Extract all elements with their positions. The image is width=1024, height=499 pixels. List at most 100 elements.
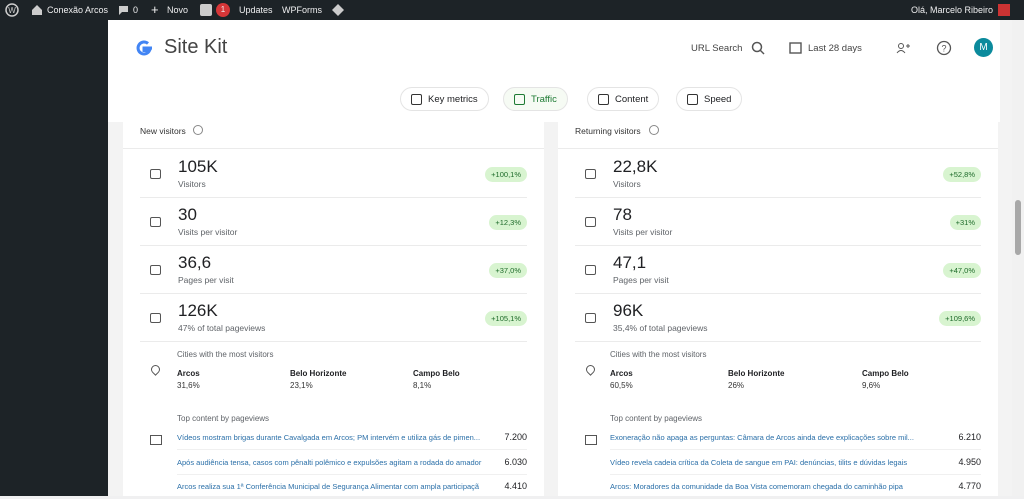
comment-icon (119, 6, 128, 15)
panel: Returning visitors 22,8K Visitors +52,8% 78 V… (558, 122, 998, 499)
location-icon (584, 363, 597, 376)
city-share: 9,6% (862, 381, 881, 390)
metric-row: 126K 47% of total pageviews +105,1% (140, 294, 527, 342)
tab-icon (514, 93, 525, 105)
divider (177, 449, 527, 450)
diamond-icon[interactable] (331, 3, 345, 17)
location-icon (149, 363, 162, 376)
tab[interactable]: Traffic (503, 87, 568, 111)
add-user-icon[interactable] (896, 42, 910, 54)
page-views: 6.210 (958, 432, 981, 442)
greeting[interactable]: Olá, Marcelo Ribeiro (910, 5, 993, 15)
plus-icon: + (151, 2, 159, 17)
metric-icon (150, 265, 161, 275)
wp-logo[interactable]: W (5, 3, 19, 17)
metric-icon (150, 313, 161, 323)
change-badge: +31% (949, 215, 981, 230)
url-search[interactable]: URL Search (691, 43, 743, 54)
info-icon (649, 125, 659, 135)
metric-label: Visitors (178, 179, 206, 189)
page-views: 6.030 (504, 456, 527, 467)
date-range[interactable]: Last 28 days (808, 43, 862, 54)
google-logo (136, 40, 152, 56)
section-title: Top content by pageviews (177, 414, 270, 423)
metric-row: 36,6 Pages per visit +37,0% (140, 246, 527, 294)
admin-bar: W Conexão Arcos 0 + Novo 1 Updates WPFor… (0, 0, 1024, 20)
change-badge: +52,8% (943, 167, 981, 182)
metric-icon (585, 169, 596, 179)
calendar-icon[interactable] (789, 41, 802, 54)
metric-label: Visitors (613, 179, 641, 189)
metric-value: 22,8K (613, 157, 658, 176)
updates-badge: 1 (216, 3, 230, 17)
change-badge: +12,3% (489, 215, 527, 230)
metric-value: 78 (613, 205, 632, 224)
divider (610, 449, 981, 450)
change-badge: +100,1% (485, 167, 527, 182)
page-link[interactable]: Arcos: Moradores da comunidade da Boa Vi… (610, 482, 903, 491)
section-title: Top content by pageviews (610, 414, 703, 423)
page-views: 4.770 (958, 481, 981, 491)
tab-icon (598, 93, 609, 105)
page-link[interactable]: Vídeo revela cadeia crítica da Coleta de… (610, 457, 908, 467)
tab-label[interactable]: Traffic (531, 93, 557, 105)
tab[interactable]: Speed (676, 87, 743, 111)
tab-icon (687, 93, 698, 105)
change-badge: +105,1% (485, 311, 527, 326)
tab-label[interactable]: Content (615, 93, 649, 105)
city-share: 8,1% (413, 381, 432, 390)
metric-value: 105K (178, 157, 218, 176)
metric-icon (585, 313, 596, 323)
page-link[interactable]: Exoneração não apaga as perguntas: Câmar… (610, 433, 914, 442)
section-title: Cities with the most visitors (610, 350, 707, 359)
tab-label[interactable]: Key metrics (428, 93, 478, 105)
page-link[interactable]: Após audiência tensa, casos com pênalti … (177, 457, 482, 467)
tab[interactable]: Key metrics (400, 87, 489, 111)
info-icon (193, 125, 203, 135)
comment-count[interactable]: 0 (133, 5, 139, 15)
metric-value: 30 (178, 205, 197, 224)
divider (610, 473, 981, 475)
change-badge: +109,6% (939, 311, 981, 326)
updates-link[interactable]: Updates (239, 5, 273, 15)
metric-value: 126K (178, 301, 218, 320)
metric-icon (585, 265, 596, 275)
yoast-icon[interactable] (200, 4, 212, 16)
city-name: Belo Horizonte (290, 369, 347, 378)
metric-label: Visits per visitor (178, 227, 238, 237)
help-icon[interactable]: ? (936, 40, 952, 56)
page-link[interactable]: Arcos realiza sua 1ª Conferência Municip… (177, 482, 480, 491)
metric-row: 78 Visits per visitor +31% (575, 198, 981, 246)
metric-label: 47% of total pageviews (178, 323, 266, 333)
city-share: 60,5% (610, 381, 633, 390)
logo-text: Site Kit (164, 36, 228, 58)
metric-icon (150, 217, 161, 227)
city-name: Belo Horizonte (728, 369, 785, 378)
panel-title: Returning visitors (575, 126, 641, 136)
divider (123, 148, 544, 149)
change-badge: +37,0% (489, 263, 527, 278)
wp-sidebar (0, 20, 108, 496)
city-name: Campo Belo (413, 369, 460, 378)
search-icon[interactable] (751, 41, 765, 55)
tab-label[interactable]: Speed (704, 93, 732, 105)
new-link[interactable]: Novo (167, 5, 189, 15)
page-link[interactable]: Vídeos mostram brigas durante Cavalgada … (177, 433, 481, 442)
pages-icon (585, 435, 597, 445)
metric-value: 96K (613, 301, 644, 320)
city-name: Campo Belo (862, 369, 909, 378)
svg-text:W: W (8, 6, 16, 15)
wpforms-link[interactable]: WPForms (282, 5, 322, 15)
user-avatar[interactable] (998, 4, 1010, 16)
scrollbar (1012, 20, 1024, 496)
city-name: Arcos (177, 369, 200, 378)
tab-icon (411, 93, 422, 105)
metric-value: 47,1 (613, 253, 647, 272)
site-name[interactable]: Conexão Arcos (47, 5, 109, 15)
metric-label: Visits per visitor (613, 227, 673, 237)
tab[interactable]: Content (587, 87, 660, 111)
metric-label: Pages per visit (178, 275, 234, 285)
account-avatar[interactable]: M (974, 38, 993, 57)
city-name: Arcos (610, 369, 633, 378)
